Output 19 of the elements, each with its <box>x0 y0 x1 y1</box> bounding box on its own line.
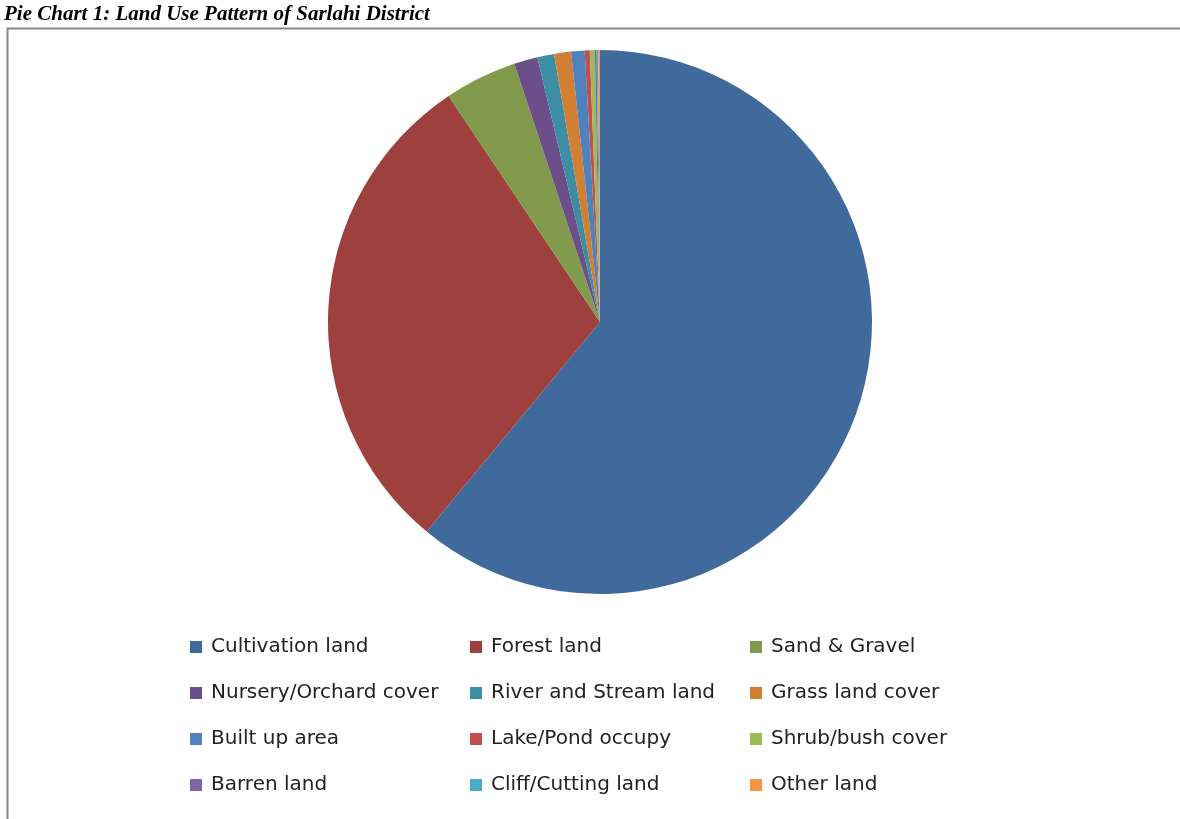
pie-slice <box>448 63 600 322</box>
pie-slice <box>426 50 872 594</box>
pie-slice <box>554 51 600 322</box>
pie-slice <box>328 96 600 532</box>
pie-slice <box>537 53 600 322</box>
legend-label: Grass land cover <box>771 679 941 703</box>
pie-slice <box>514 57 600 322</box>
legend-label: Cliff/Cutting land <box>491 771 660 795</box>
legend-label: Built up area <box>211 725 340 749</box>
legend-label: Lake/Pond occupy <box>491 725 672 749</box>
legend-label: Sand & Gravel <box>771 633 916 657</box>
legend-label: Barren land <box>211 771 328 795</box>
chart-title: Pie Chart 1: Land Use Pattern of Sarlahi District <box>3 1 432 25</box>
legend-label: River and Stream land <box>491 679 716 703</box>
legend-label: Other land <box>771 771 878 795</box>
legend-label: Shrub/bush cover <box>771 725 948 749</box>
legend-label: Forest land <box>491 633 602 657</box>
legend-label: Cultivation land <box>211 633 369 657</box>
legend-label: Nursery/Orchard cover <box>211 679 440 703</box>
